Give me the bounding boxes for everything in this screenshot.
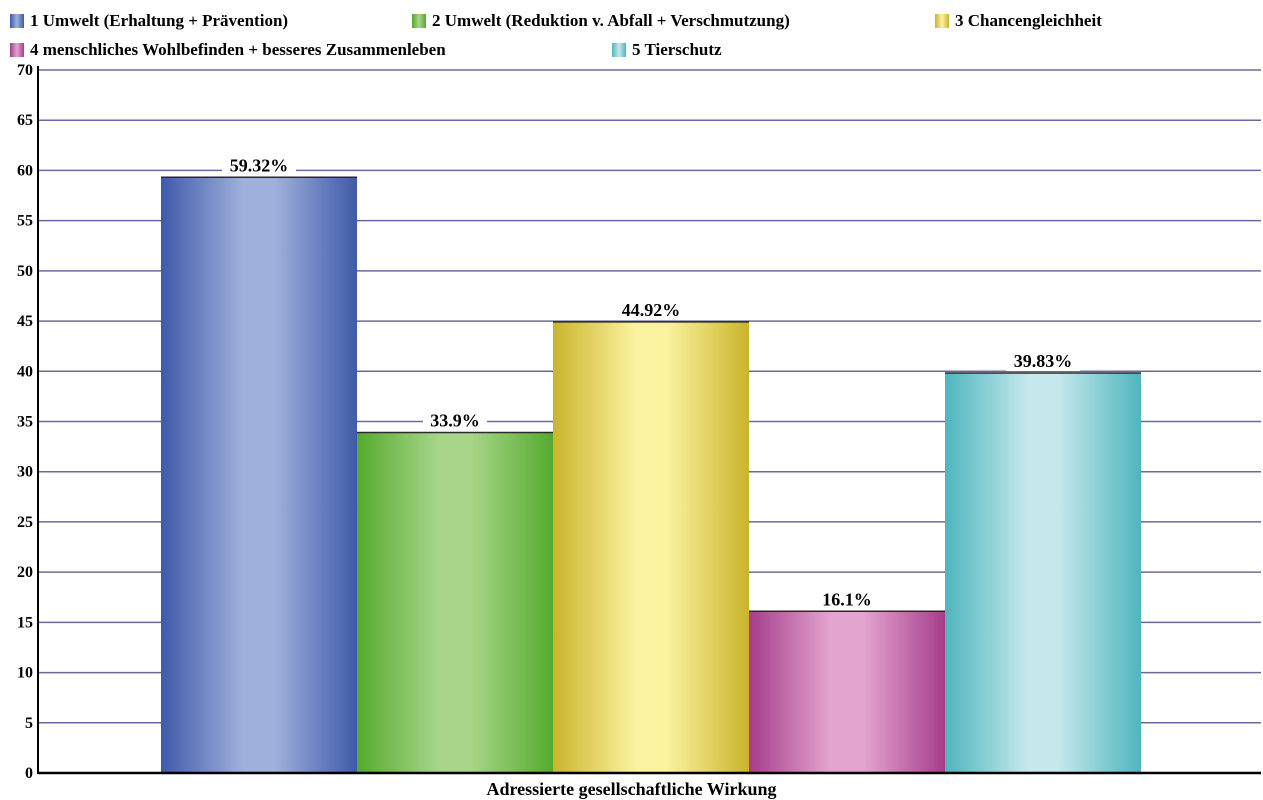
axes (37, 66, 1261, 775)
data-label-background (423, 410, 487, 431)
legend-label-1: 1 Umwelt (Erhaltung + Prävention) (30, 11, 289, 30)
data-label-background (815, 589, 879, 610)
y-tick-label: 45 (17, 313, 33, 330)
bar-series-2 (357, 432, 553, 773)
legend-item-5: 5 Tierschutz (612, 40, 722, 60)
bar-series-5 (945, 372, 1141, 773)
legend-label-4: 4 menschliches Wohlbefinden + besseres Z… (30, 40, 446, 59)
y-tick-label: 40 (17, 363, 33, 380)
data-label-1: 59.32% (230, 155, 289, 175)
y-tick-label: 20 (17, 564, 33, 581)
legend-item-1: 1 Umwelt (Erhaltung + Prävention) (10, 11, 288, 31)
legend-item-3: 3 Chancengleichheit (935, 11, 1102, 31)
data-label-background (1006, 350, 1080, 371)
bars (161, 176, 1141, 774)
legend-label-3: 3 Chancengleichheit (955, 11, 1102, 30)
x-axis-title: Adressierte gesellschaftliche Wirkung (486, 779, 777, 799)
data-label-2: 33.9% (430, 411, 480, 431)
y-tick-label: 10 (17, 665, 33, 682)
legend-swatch-1 (10, 14, 24, 28)
y-tick-label: 25 (17, 514, 33, 531)
bar-series-3 (553, 321, 749, 773)
legend-swatch-4 (10, 43, 24, 57)
legend-label-5: 5 Tierschutz (632, 40, 722, 59)
data-label-4: 16.1% (822, 589, 872, 609)
data-labels: 59.32% 33.9% 44.92% 16.1% 39.83% (222, 155, 1080, 610)
chart-legend: 1 Umwelt (Erhaltung + Prävention) 2 Umwe… (0, 0, 1263, 66)
data-label-5: 39.83% (1014, 351, 1073, 371)
y-tick-label: 5 (25, 715, 33, 732)
legend-swatch-3 (935, 14, 949, 28)
y-axis-ticks: 0 5 10 15 20 25 30 35 40 45 50 55 60 65 70 (17, 62, 33, 782)
bar-series-4 (749, 611, 945, 773)
legend-item-4: 4 menschliches Wohlbefinden + besseres Z… (10, 40, 446, 60)
data-label-background (222, 155, 296, 176)
bar-series-1 (161, 177, 357, 774)
legend-swatch-5 (612, 43, 626, 57)
y-tick-label: 60 (17, 162, 33, 179)
y-tick-label: 55 (17, 213, 33, 230)
data-label-background (614, 299, 688, 320)
y-tick-label: 65 (17, 112, 33, 129)
y-tick-label: 70 (17, 62, 33, 79)
y-tick-label: 35 (17, 414, 33, 431)
legend-swatch-2 (412, 14, 426, 28)
y-tick-label: 15 (17, 614, 33, 631)
legend-label-2: 2 Umwelt (Reduktion v. Abfall + Verschmu… (432, 11, 790, 30)
y-tick-label: 50 (17, 263, 33, 280)
y-tick-label: 30 (17, 464, 33, 481)
legend-item-2: 2 Umwelt (Reduktion v. Abfall + Verschmu… (412, 11, 790, 31)
data-label-3: 44.92% (622, 300, 681, 320)
y-tick-label: 0 (25, 765, 33, 782)
